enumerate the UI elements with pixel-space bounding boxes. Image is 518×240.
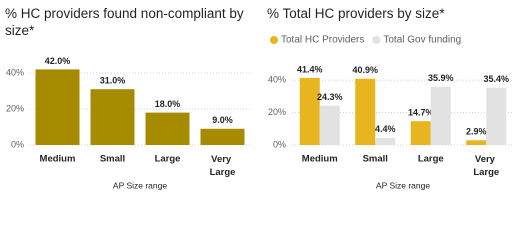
y-tick-label: 0% xyxy=(273,139,286,149)
dashboard: % HC providers found non-compliant by si… xyxy=(5,6,514,190)
data-label: 35.9% xyxy=(428,73,454,83)
data-label: 18.0% xyxy=(155,99,181,109)
chart-title: % Total HC providers by size* xyxy=(267,6,445,21)
bar xyxy=(319,105,340,145)
x-tick-label: Large xyxy=(155,154,181,165)
x-tick-label: Very Large xyxy=(473,154,499,178)
data-label: 42.0% xyxy=(45,56,71,66)
bar xyxy=(200,128,245,145)
x-tick-label: Medium xyxy=(302,154,338,165)
legend-marker xyxy=(270,36,278,44)
y-tick-label: 40% xyxy=(6,67,24,77)
y-tick-label: 20% xyxy=(268,107,286,117)
legend-label: Total HC Providers xyxy=(281,35,364,46)
bar xyxy=(430,86,451,145)
bar xyxy=(299,77,320,145)
bar xyxy=(90,89,135,145)
data-label: 2.9% xyxy=(466,127,487,137)
legend-marker xyxy=(372,36,381,44)
chart: 0% 20% 40% Medium 42.0% Small 31.0% Large 18.0% V… xyxy=(6,35,514,190)
x-tick-label: Medium xyxy=(40,154,76,165)
data-label: 9.0% xyxy=(212,115,233,125)
data-label: 24.3% xyxy=(317,92,343,102)
bar xyxy=(486,87,507,145)
bar xyxy=(355,78,376,145)
x-axis-title: AP Size range xyxy=(113,180,167,190)
data-label: 31.0% xyxy=(100,76,126,86)
x-tick-label: Small xyxy=(100,154,125,165)
bar xyxy=(466,140,487,145)
x-tick-label: Large xyxy=(418,154,444,165)
y-tick-label: 20% xyxy=(6,103,24,113)
chart-title: % HC providers found non-compliant by si… xyxy=(5,6,244,38)
x-tick-label: Small xyxy=(363,154,388,165)
bar xyxy=(410,121,431,145)
bar xyxy=(145,112,190,145)
data-label: 4.4% xyxy=(375,124,396,134)
data-label: 35.4% xyxy=(483,74,509,84)
bar xyxy=(375,137,396,145)
data-label: 41.4% xyxy=(297,64,323,74)
data-label: 40.9% xyxy=(352,65,378,75)
x-tick-label: Very Large xyxy=(210,154,236,178)
data-label: 14.7% xyxy=(408,108,434,118)
y-tick-label: 40% xyxy=(268,75,286,85)
y-tick-label: 0% xyxy=(11,139,24,149)
legend-label: Total Gov funding xyxy=(383,35,461,46)
x-axis-title: AP Size range xyxy=(376,180,430,190)
bar xyxy=(35,69,80,145)
